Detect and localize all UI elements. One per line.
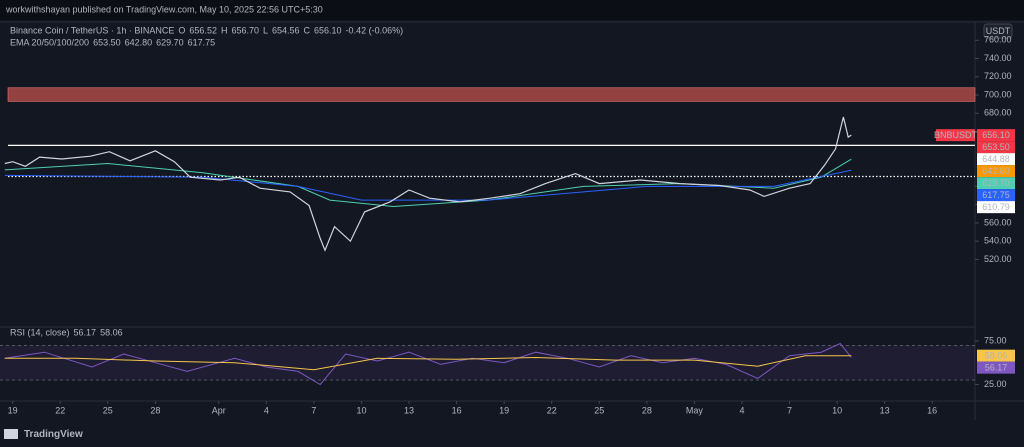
x-tick-label: 13 bbox=[404, 405, 414, 415]
brand-name: TradingView bbox=[24, 429, 83, 440]
price-label: 629.70 bbox=[982, 178, 1010, 188]
price-label-box bbox=[977, 361, 1015, 374]
x-tick-label: 19 bbox=[8, 405, 18, 415]
header-bar bbox=[0, 0, 1024, 20]
ohlc-value: L bbox=[263, 25, 268, 35]
price-label: 617.75 bbox=[982, 190, 1010, 200]
price-label: 656.10 bbox=[982, 130, 1010, 140]
ohlc-value: 656.10 bbox=[314, 25, 342, 35]
price-label: 642.80 bbox=[982, 166, 1010, 176]
ohlc-value: 656.70 bbox=[231, 25, 259, 35]
rsi-title: RSI (14, close) bbox=[10, 327, 70, 337]
indicator-name: EMA 20/50/100/200 bbox=[10, 37, 89, 47]
price-label: 610.79 bbox=[982, 202, 1010, 212]
y-tick-label: 25.00 bbox=[984, 379, 1007, 389]
price-label-box bbox=[977, 165, 1015, 178]
series-line bbox=[4, 116, 852, 252]
x-tick-label: 10 bbox=[832, 405, 842, 415]
ohlc-value: 654.56 bbox=[272, 25, 300, 35]
x-tick-label: 19 bbox=[499, 405, 509, 415]
x-tick-label: 28 bbox=[642, 405, 652, 415]
x-tick-label: 16 bbox=[927, 405, 937, 415]
chart-title: Binance Coin / TetherUS · 1h · BINANCE bbox=[10, 25, 174, 35]
y-tick-label: 560.00 bbox=[984, 217, 1012, 227]
series-line bbox=[4, 158, 852, 208]
ohlc-value: 656.52 bbox=[189, 25, 217, 35]
price-label: 644.88 bbox=[982, 154, 1010, 164]
indicator-value: 629.70 bbox=[156, 37, 184, 47]
symbol-tag: BNBUSDT bbox=[934, 130, 978, 140]
x-tick-label: May bbox=[686, 405, 704, 415]
rsi-band bbox=[0, 345, 975, 381]
currency-button[interactable] bbox=[983, 23, 1013, 39]
header-text: workwithshayan published on TradingView.… bbox=[5, 4, 323, 14]
x-tick-label: 4 bbox=[264, 405, 269, 415]
y-tick-label: 540.00 bbox=[984, 236, 1012, 246]
series-line bbox=[4, 169, 852, 201]
x-tick-label: 7 bbox=[787, 405, 792, 415]
x-tick-label: 7 bbox=[311, 405, 316, 415]
y-tick-label: 700.00 bbox=[984, 89, 1012, 99]
y-tick-label: 740.00 bbox=[984, 53, 1012, 63]
price-label-box bbox=[977, 129, 1015, 142]
price-label-box bbox=[977, 141, 1015, 154]
ohlc-value: H bbox=[221, 25, 228, 35]
resistance-zone bbox=[7, 87, 976, 102]
price-label-box bbox=[977, 153, 1015, 166]
indicator-value: 642.80 bbox=[125, 37, 153, 47]
series-line bbox=[4, 355, 852, 371]
price-label-box bbox=[977, 349, 1015, 362]
ohlc-value: C bbox=[304, 25, 311, 35]
indicator-value: 653.50 bbox=[93, 37, 121, 47]
x-tick-label: 22 bbox=[547, 405, 557, 415]
x-tick-label: 4 bbox=[739, 405, 744, 415]
x-tick-label: 22 bbox=[55, 405, 65, 415]
ohlc-value: -0.42 (-0.06%) bbox=[346, 25, 404, 35]
x-tick-label: Apr bbox=[212, 405, 226, 415]
y-tick-label: 720.00 bbox=[984, 71, 1012, 81]
x-tick-label: 10 bbox=[356, 405, 366, 415]
indicator-value: 617.75 bbox=[188, 37, 216, 47]
price-label: 653.50 bbox=[982, 142, 1010, 152]
price-label-box bbox=[977, 201, 1015, 214]
rsi-value: 58.06 bbox=[100, 327, 123, 337]
x-tick-label: 28 bbox=[150, 405, 160, 415]
x-tick-label: 16 bbox=[452, 405, 462, 415]
series-line bbox=[4, 342, 852, 386]
y-tick-label: 680.00 bbox=[984, 108, 1012, 118]
x-tick-label: 13 bbox=[880, 405, 890, 415]
ohlc-value: O bbox=[178, 25, 185, 35]
price-label: 58.06 bbox=[985, 351, 1008, 361]
y-tick-label: 760.00 bbox=[984, 35, 1012, 45]
price-label-box bbox=[977, 177, 1015, 190]
y-tick-label: 75.00 bbox=[984, 335, 1007, 345]
price-label-box bbox=[977, 189, 1015, 202]
price-label: 56.17 bbox=[985, 363, 1008, 373]
y-tick-label: 520.00 bbox=[984, 254, 1012, 264]
x-tick-label: 25 bbox=[103, 405, 113, 415]
symbol-tag-box bbox=[936, 129, 975, 142]
currency-label[interactable]: USDT bbox=[986, 26, 1011, 36]
x-tick-label: 25 bbox=[594, 405, 604, 415]
rsi-value: 56.17 bbox=[74, 327, 97, 337]
brand-logo bbox=[4, 429, 18, 439]
